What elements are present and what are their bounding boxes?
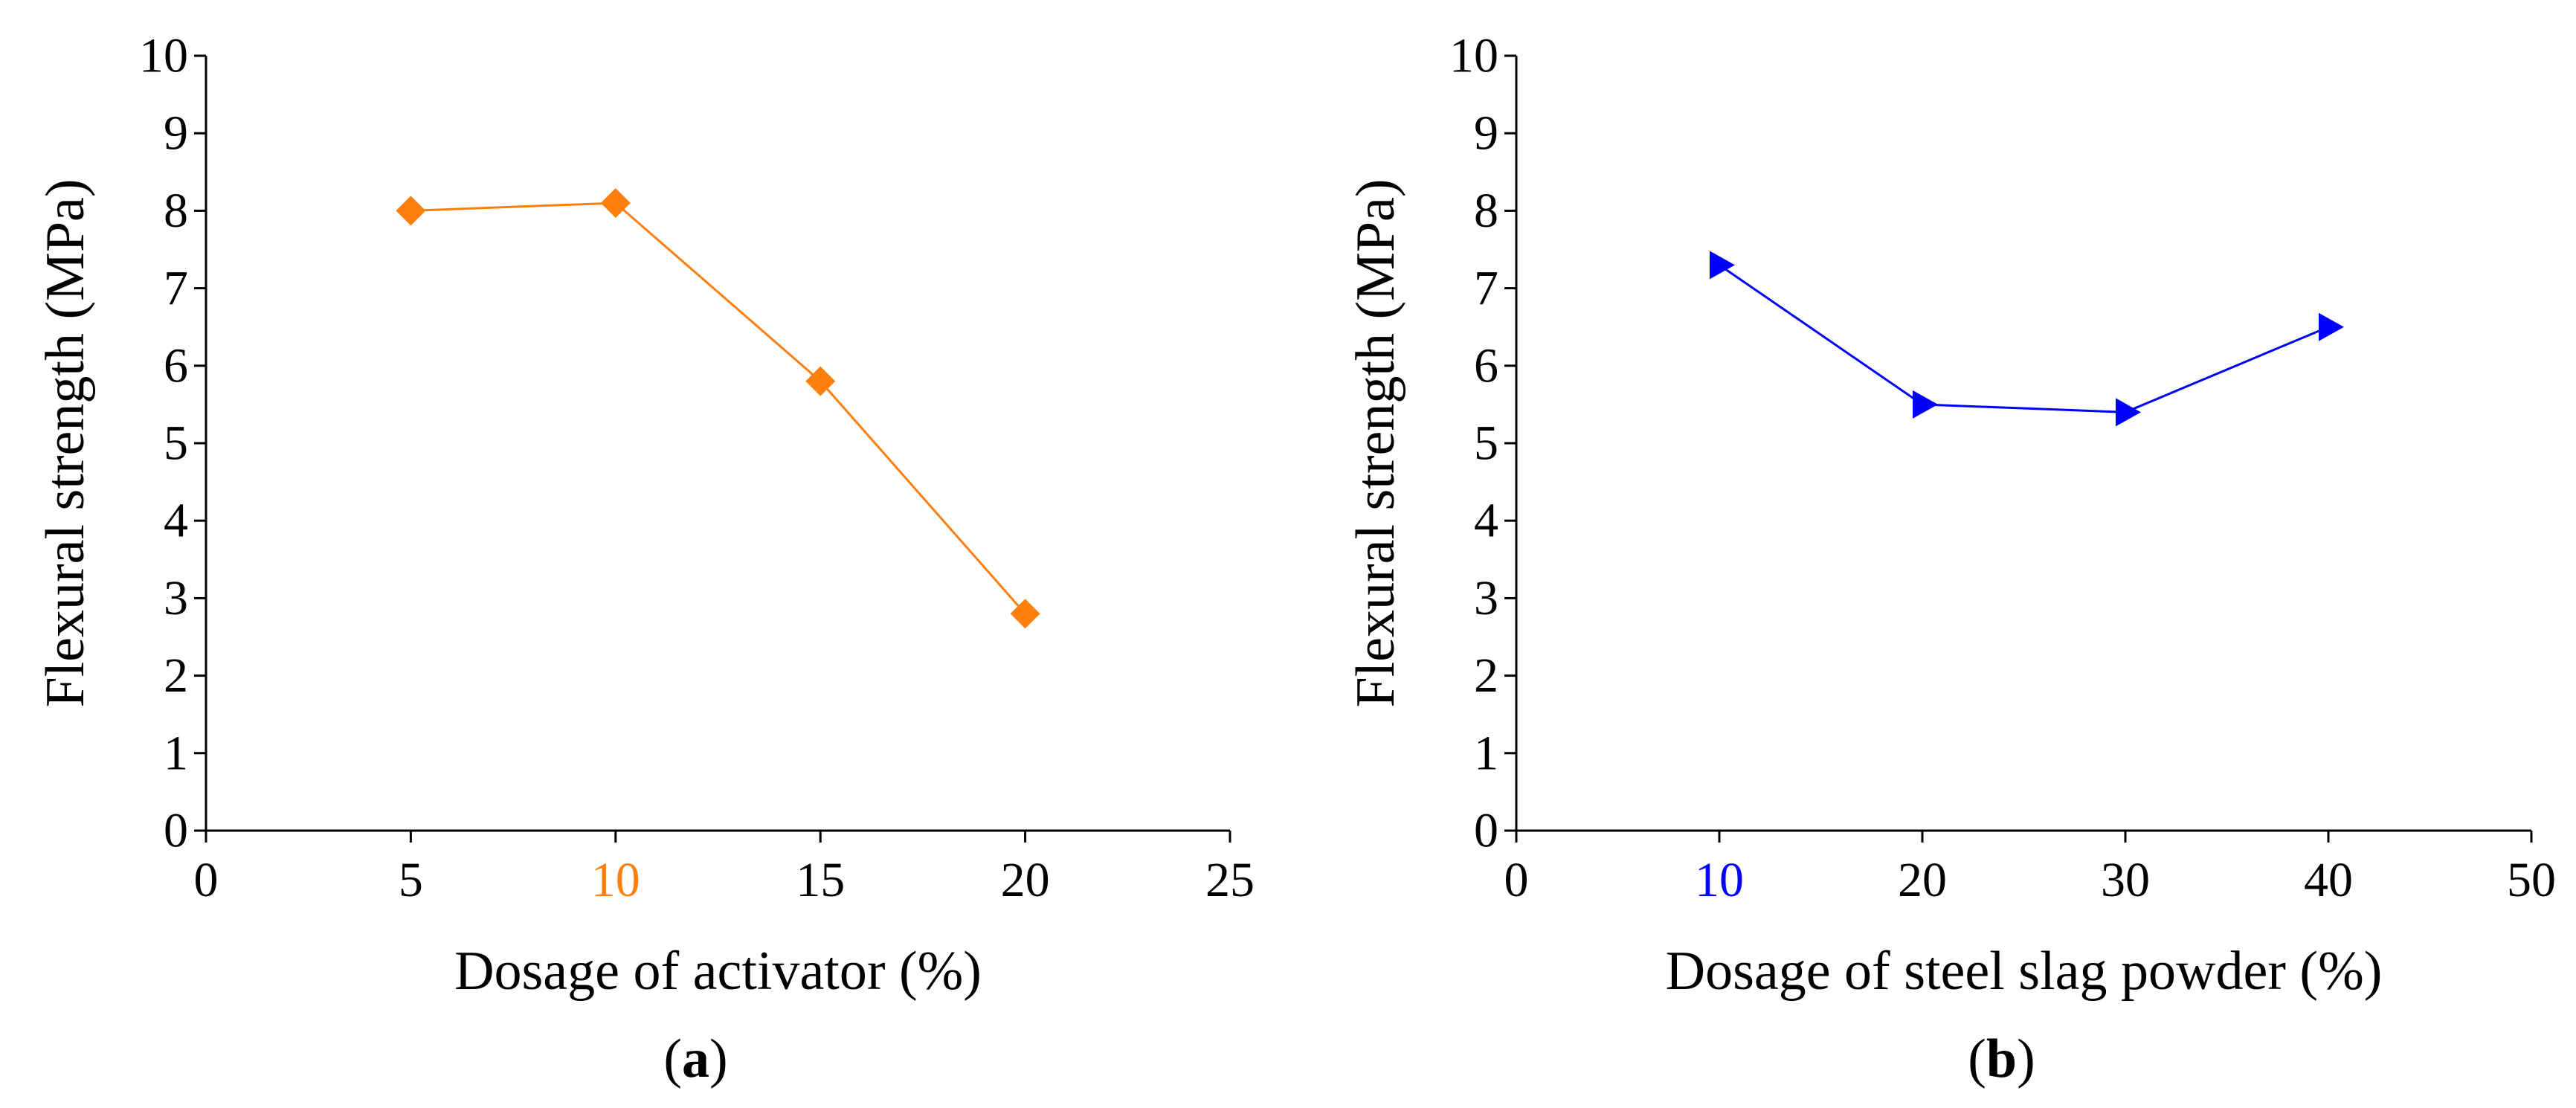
panel-a-x-tick-label: 10 xyxy=(591,853,640,907)
panel-a-data-point xyxy=(1010,599,1040,629)
panel-b-y-axis-label: Flexural strength (MPa) xyxy=(1345,178,1406,707)
panel-a-y-tick-label: 8 xyxy=(164,184,188,238)
panel-a-data-point xyxy=(600,187,631,218)
panel-a-x-tick-label: 0 xyxy=(194,853,219,907)
panel-a-y-tick-label: 10 xyxy=(139,29,188,83)
panel-b-y-tick-label: 8 xyxy=(1474,184,1498,238)
panel-a-x-axis-label: Dosage of activator (%) xyxy=(454,941,982,1002)
panel-b-x-tick-label: 50 xyxy=(2507,853,2556,907)
panel-b-data-point xyxy=(2116,398,2141,427)
panel-b-panel-label: (b) xyxy=(1968,1028,2035,1089)
panel-a-y-tick-label: 0 xyxy=(164,804,188,858)
panel-b-y-tick-label: 10 xyxy=(1449,29,1498,83)
panel-b-x-axis-label: Dosage of steel slag powder (%) xyxy=(1666,941,2383,1002)
panel-a-x-tick-label: 25 xyxy=(1205,853,1255,907)
panel-b-x-tick-label: 40 xyxy=(2304,853,2353,907)
panel-a-series-line xyxy=(410,202,1026,615)
panel-b-x-tick-label: 10 xyxy=(1695,853,1744,907)
panel-a-y-tick-label: 3 xyxy=(164,571,188,625)
panel-a-y-tick-label: 2 xyxy=(164,648,188,703)
panel-b-y-tick-label: 7 xyxy=(1474,261,1498,315)
panel-a-y-tick-label: 1 xyxy=(164,726,188,780)
panel-b-y-tick-label: 1 xyxy=(1474,726,1498,780)
panel-a-y-tick-label: 9 xyxy=(164,106,188,161)
panel-a-y-axis-label: Flexural strength (MPa) xyxy=(35,178,96,707)
panel-a-panel-label: (a) xyxy=(663,1028,727,1089)
panel-a-y-tick-label: 7 xyxy=(164,261,188,315)
panel-b-y-tick-label: 3 xyxy=(1474,571,1498,625)
panel-b-data-point xyxy=(1913,390,1938,419)
panel-b-y-tick-label: 4 xyxy=(1474,494,1498,548)
panel-b-data-point xyxy=(1710,251,1735,280)
panel-a-y-tick-label: 5 xyxy=(164,416,188,471)
panel-b-y-tick-label: 5 xyxy=(1474,416,1498,471)
panel-b-y-tick-label: 2 xyxy=(1474,648,1498,703)
panel-a-data-point xyxy=(396,196,426,226)
panel-a-chart: 0 1 2 3 4 5 6 7 8 9 10 0 5 10 15 20 25 Dosage of activato… xyxy=(35,29,1255,1090)
panel-a-y-tick-label: 4 xyxy=(164,494,188,548)
panel-b-y-tick-label: 6 xyxy=(1474,338,1498,393)
panel-b-y-tick-label: 9 xyxy=(1474,106,1498,161)
panel-b-x-tick-label: 0 xyxy=(1504,853,1529,907)
panel-b-y-tick-label: 0 xyxy=(1474,804,1498,858)
panel-a-x-tick-label: 15 xyxy=(796,853,845,907)
panel-b-x-tick-label: 20 xyxy=(1898,853,1947,907)
panel-b-data-point xyxy=(2319,312,2344,341)
panel-a-data-point xyxy=(805,366,836,396)
panel-b-x-tick-label: 30 xyxy=(2101,853,2150,907)
panel-a-y-tick-label: 6 xyxy=(164,338,188,393)
panel-b-chart: 0 1 2 3 4 5 6 7 8 9 10 0 10 20 30 40 50 Dosage of steel s… xyxy=(1345,29,2556,1090)
panel-a-x-tick-label: 5 xyxy=(399,853,423,907)
panel-b-series-line xyxy=(1719,264,2329,413)
panel-a-x-tick-label: 20 xyxy=(1001,853,1050,907)
